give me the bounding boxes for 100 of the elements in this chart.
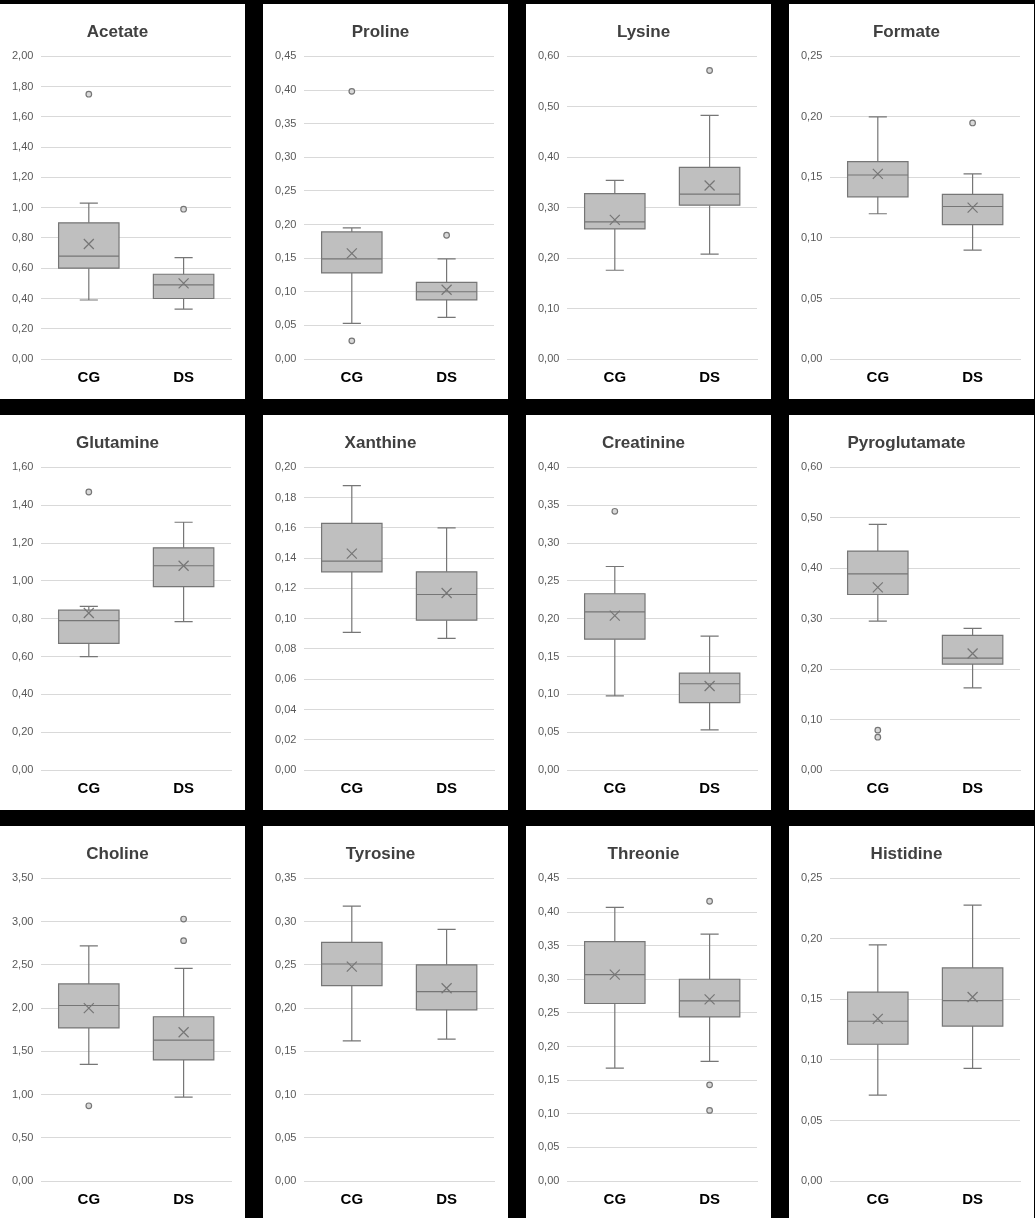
y-tick-label: 0,02 (274, 732, 297, 745)
y-tick-label: 0,10 (800, 1052, 823, 1065)
x-tick-label: CG (77, 779, 101, 797)
x-tick-label: DS (436, 779, 458, 797)
y-tick-label: 0,00 (274, 1174, 297, 1187)
chart-title: Formate (872, 21, 941, 41)
chart-title: Histidine (870, 843, 943, 863)
chart-title: Creatinine (601, 432, 686, 452)
y-tick-label: 0,20 (274, 217, 297, 230)
y-tick-label: 0,08 (274, 641, 297, 654)
x-tick-label: DS (699, 1190, 721, 1208)
chart-title: Acetate (86, 21, 149, 41)
y-tick-label: 0,25 (274, 957, 297, 970)
y-tick-label: 0,10 (537, 1106, 560, 1119)
y-tick-label: 1,40 (11, 140, 34, 153)
chart-title: Pyroglutamate (847, 432, 966, 452)
y-tick-label: 0,10 (274, 1087, 297, 1100)
y-tick-label: 0,14 (274, 551, 297, 564)
y-tick-label: 0,10 (274, 611, 297, 624)
x-tick-label: CG (340, 779, 364, 797)
y-tick-label: 1,60 (11, 109, 34, 122)
y-tick-label: 0,80 (11, 611, 34, 624)
y-tick-label: 0,16 (274, 520, 297, 533)
y-tick-label: 1,00 (11, 200, 34, 213)
y-tick-label: 0,40 (800, 561, 823, 574)
y-tick-label: 0,20 (800, 109, 823, 122)
y-tick-label: 1,00 (11, 1087, 34, 1100)
y-tick-label: 0,40 (11, 291, 34, 304)
y-tick-label: 0,05 (800, 1113, 823, 1126)
y-tick-label: 0,05 (274, 318, 297, 331)
y-tick-label: 0,10 (800, 230, 823, 243)
y-tick-label: 0,10 (537, 301, 560, 314)
y-tick-label: 0,20 (800, 931, 823, 944)
y-tick-label: 0,40 (11, 687, 34, 700)
y-tick-label: 1,80 (11, 79, 34, 92)
y-tick-label: 0,15 (274, 1044, 297, 1057)
y-tick-label: 1,00 (11, 573, 34, 586)
y-tick-label: 0,50 (537, 99, 560, 112)
x-tick-label: CG (603, 368, 627, 386)
y-tick-label: 0,20 (274, 1001, 297, 1014)
x-tick-label: DS (436, 1190, 458, 1208)
x-tick-label: CG (866, 779, 890, 797)
x-tick-label: DS (699, 368, 721, 386)
x-tick-label: CG (340, 368, 364, 386)
y-tick-label: 1,20 (11, 170, 34, 183)
y-tick-label: 0,05 (537, 725, 560, 738)
y-tick-label: 0,25 (800, 49, 823, 62)
y-tick-label: 2,00 (11, 49, 34, 62)
chart-title: Tyrosine (345, 843, 416, 863)
y-tick-label: 0,20 (274, 460, 297, 473)
y-tick-label: 0,35 (274, 116, 297, 129)
y-tick-label: 0,20 (11, 321, 34, 334)
y-tick-label: 0,15 (537, 649, 560, 662)
y-tick-label: 0,00 (11, 352, 34, 365)
y-tick-label: 0,00 (274, 763, 297, 776)
y-tick-label: 0,00 (11, 763, 34, 776)
y-tick-label: 0,06 (274, 672, 297, 685)
y-tick-label: 0,15 (800, 992, 823, 1005)
y-tick-label: 0,40 (274, 83, 297, 96)
y-tick-label: 0,20 (800, 662, 823, 675)
y-tick-label: 0,35 (537, 498, 560, 511)
y-tick-label: 0,25 (800, 871, 823, 884)
y-tick-label: 0,00 (800, 352, 823, 365)
y-tick-label: 0,18 (274, 490, 297, 503)
y-tick-label: 0,40 (537, 460, 560, 473)
y-tick-label: 0,30 (537, 536, 560, 549)
chart-title: Glutamine (75, 432, 160, 452)
y-tick-label: 0,30 (537, 200, 560, 213)
y-tick-label: 0,15 (274, 251, 297, 264)
x-tick-label: DS (173, 368, 195, 386)
y-tick-label: 3,00 (11, 914, 34, 927)
chart-title: Choline (86, 843, 149, 863)
y-tick-label: 0,00 (537, 1174, 560, 1187)
x-tick-label: DS (436, 368, 458, 386)
y-tick-label: 1,50 (11, 1044, 34, 1057)
y-tick-label: 0,30 (537, 972, 560, 985)
y-tick-label: 0,05 (274, 1130, 297, 1143)
y-tick-label: 0,10 (800, 712, 823, 725)
y-tick-label: 0,00 (274, 352, 297, 365)
y-tick-label: 0,00 (800, 1174, 823, 1187)
chart-title: Xanthine (344, 432, 417, 452)
x-tick-label: DS (962, 779, 984, 797)
y-tick-label: 0,60 (11, 261, 34, 274)
x-tick-label: DS (699, 779, 721, 797)
y-tick-label: 0,40 (537, 150, 560, 163)
x-tick-label: CG (866, 368, 890, 386)
y-tick-label: 0,20 (537, 1039, 560, 1052)
y-tick-label: 0,05 (800, 291, 823, 304)
y-tick-label: 0,10 (537, 687, 560, 700)
y-tick-label: 0,00 (11, 1174, 34, 1187)
chart-title: Threonie (607, 843, 680, 863)
y-tick-label: 0,05 (537, 1140, 560, 1153)
x-tick-label: DS (962, 1190, 984, 1208)
y-tick-label: 0,25 (274, 183, 297, 196)
y-tick-label: 0,45 (274, 49, 297, 62)
y-tick-label: 0,50 (11, 1130, 34, 1143)
x-tick-label: CG (340, 1190, 364, 1208)
y-tick-label: 1,20 (11, 536, 34, 549)
y-tick-label: 0,30 (800, 611, 823, 624)
y-tick-label: 0,20 (11, 725, 34, 738)
